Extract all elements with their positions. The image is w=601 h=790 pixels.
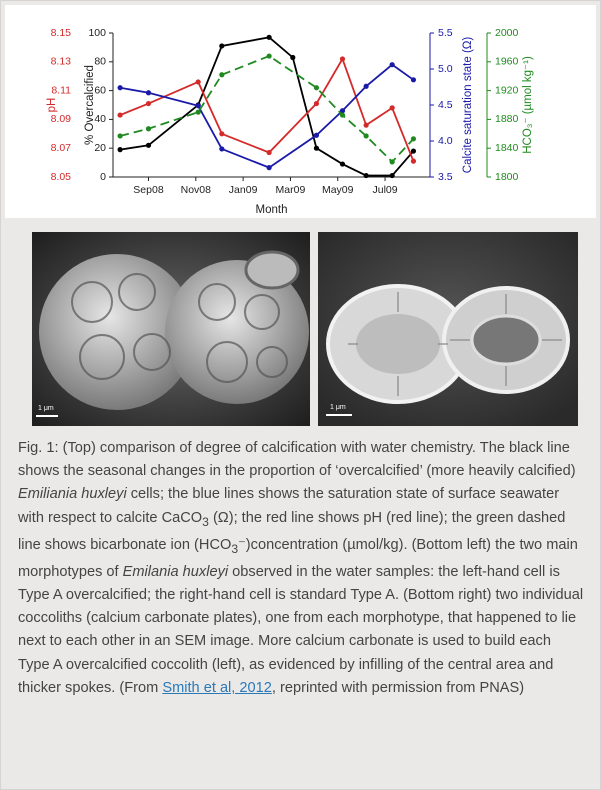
- data-point: [340, 56, 345, 61]
- y-axis-label: % Overcalcified: [84, 65, 96, 145]
- data-point: [267, 150, 272, 155]
- data-point: [290, 55, 295, 60]
- y-tick-label: 5.5: [438, 27, 453, 39]
- data-point: [314, 101, 319, 106]
- y-tick-label: 5.0: [438, 63, 453, 75]
- y-tick-label: 1960: [495, 56, 519, 68]
- x-tick-label: Jan09: [229, 184, 258, 196]
- data-point: [411, 148, 416, 153]
- sem-image-coccoliths-graphic: 1 μm: [318, 232, 578, 426]
- y-tick-label: 8.15: [51, 27, 72, 39]
- data-point: [117, 147, 122, 152]
- sem-image-coccoliths: 1 μm: [318, 232, 578, 426]
- page: 8.05 8.07 8.09 8.11 8.13 8.15 pH 0 20 40 60 80 100 % …: [0, 0, 601, 790]
- x-tick-label: Mar09: [276, 184, 306, 196]
- y-tick-label: 1880: [495, 113, 519, 125]
- y-tick-label: 8.11: [51, 84, 71, 96]
- y-tick-label: 8.09: [51, 113, 72, 125]
- data-point: [146, 143, 151, 148]
- caption-text: observed in the water samples: the left-…: [18, 564, 583, 696]
- caption-text: Fig. 1: (Top) comparison of degree of ca…: [18, 440, 576, 479]
- sem-image-cells-graphic: 1 μm: [32, 232, 310, 426]
- data-point: [117, 112, 122, 117]
- caption-subscript: 3: [202, 515, 209, 529]
- y-tick-label: 8.07: [51, 142, 72, 154]
- y-tick-label: 4.5: [438, 99, 453, 111]
- y-tick-label: 8.05: [51, 171, 72, 183]
- data-point: [196, 79, 201, 84]
- y-tick-label: 0: [100, 171, 106, 183]
- series-line: [120, 37, 413, 175]
- data-point: [390, 105, 395, 110]
- caption-species: Emilania huxleyi: [123, 564, 228, 580]
- series-line: [120, 59, 413, 161]
- y-tick-label: 40: [94, 113, 106, 125]
- data-point: [390, 62, 395, 67]
- data-point: [196, 103, 201, 108]
- data-point: [196, 110, 201, 115]
- data-point: [364, 173, 369, 178]
- caption: Fig. 1: (Top) comparison of degree of ca…: [18, 437, 586, 700]
- data-point: [364, 123, 369, 128]
- data-point: [390, 173, 395, 178]
- caption-text: , reprinted with permission from PNAS): [272, 680, 524, 696]
- data-point: [411, 136, 416, 141]
- y-axis-label: HCO₃⁻ (µmol kg⁻¹): [522, 56, 534, 154]
- scale-label: 1 μm: [330, 404, 346, 411]
- data-point: [314, 85, 319, 90]
- data-point: [117, 85, 122, 90]
- data-point: [267, 165, 272, 170]
- x-tick-label: Jul09: [372, 184, 397, 196]
- data-point: [219, 146, 224, 151]
- y-axis-label: Calcite saturation state (Ω): [462, 37, 474, 174]
- caption-species: Emiliania huxleyi: [18, 486, 127, 502]
- data-point: [146, 126, 151, 131]
- series-line: [120, 56, 413, 162]
- data-point: [364, 84, 369, 89]
- scale-label: 1 μm: [38, 405, 54, 412]
- chart: 8.05 8.07 8.09 8.11 8.13 8.15 pH 0 20 40 60 80 100 % …: [0, 0, 601, 222]
- data-point: [411, 77, 416, 82]
- data-point: [117, 133, 122, 138]
- data-point: [267, 35, 272, 40]
- y-tick-label: 100: [88, 27, 106, 39]
- data-point: [146, 101, 151, 106]
- x-axis-label: Month: [256, 204, 288, 216]
- y-tick-label: 2000: [495, 27, 519, 39]
- y-tick-label: 3.5: [438, 171, 453, 183]
- x-tick-label: Sep08: [133, 184, 164, 196]
- citation-link[interactable]: Smith et al, 2012: [162, 680, 272, 696]
- y-tick-label: 80: [94, 56, 106, 68]
- data-point: [340, 161, 345, 166]
- y-tick-label: 1840: [495, 142, 519, 154]
- y-tick-label: 1800: [495, 171, 519, 183]
- data-point: [219, 43, 224, 48]
- y-axis-label: pH: [46, 98, 58, 113]
- data-point: [314, 146, 319, 151]
- x-tick-label: Nov08: [181, 184, 212, 196]
- data-point: [219, 131, 224, 136]
- data-point: [146, 90, 151, 95]
- data-point: [314, 133, 319, 138]
- data-point: [364, 133, 369, 138]
- data-point: [267, 53, 272, 58]
- sem-image-cells: 1 μm: [32, 232, 310, 426]
- data-point: [219, 72, 224, 77]
- data-point: [340, 112, 345, 117]
- data-point: [390, 159, 395, 164]
- y-tick-label: 8.13: [51, 56, 72, 68]
- y-tick-label: 60: [94, 84, 106, 96]
- x-tick-label: May09: [322, 184, 354, 196]
- y-tick-label: 1920: [495, 84, 519, 96]
- data-point: [411, 159, 416, 164]
- y-tick-label: 20: [94, 142, 106, 154]
- y-tick-label: 4.0: [438, 135, 453, 147]
